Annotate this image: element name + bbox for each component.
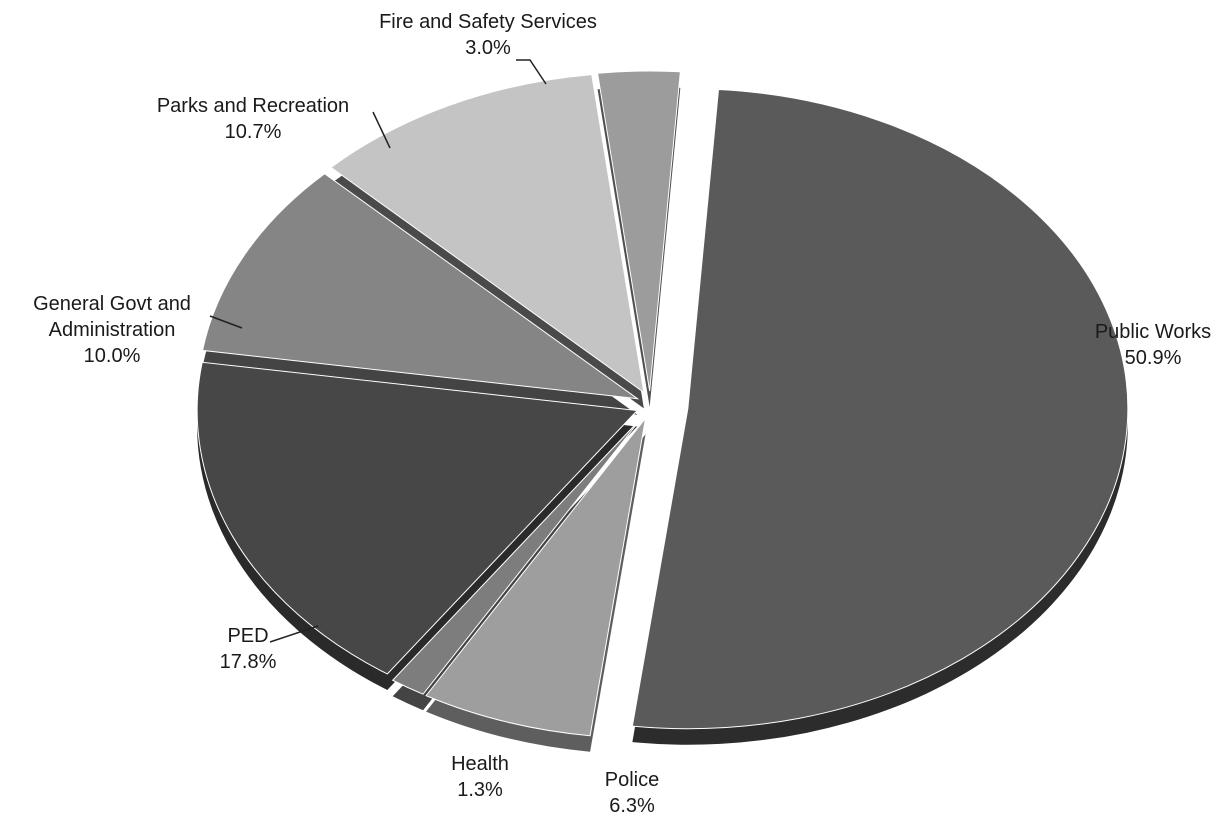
pie-slice — [631, 88, 1129, 730]
slice-name: Parks and Recreation — [157, 95, 349, 117]
slice-label: Police 6.3% — [605, 769, 659, 817]
slice-name: PED — [227, 625, 268, 647]
pie-slice — [425, 417, 647, 737]
pie-slice — [391, 416, 643, 695]
slice-tops — [196, 70, 1129, 737]
pie-slice — [596, 70, 681, 392]
slice-label: PED 17.8% — [220, 625, 277, 673]
pie-slice — [330, 74, 645, 394]
slice-value: 6.3% — [609, 795, 655, 817]
slice-name: Police — [605, 769, 659, 791]
slice-value: 17.8% — [220, 651, 277, 673]
slice-value: 50.9% — [1125, 347, 1182, 369]
slice-label: Parks and Recreation 10.7% — [157, 95, 349, 143]
slice-label: Public Works 50.9% — [1095, 321, 1211, 369]
slice-name: Health — [451, 753, 509, 775]
slice-value: 10.0% — [84, 345, 141, 367]
slice-name: General Govt and — [33, 293, 191, 315]
slice-label: Health 1.3% — [451, 753, 509, 801]
leader-lines — [209, 59, 547, 643]
leader-line — [209, 315, 243, 329]
slice-name: Public Works — [1095, 321, 1211, 343]
leader-line — [516, 59, 547, 85]
slice-value: 10.7% — [225, 121, 282, 143]
slice-label: General Govt and Administration 10.0% — [33, 293, 191, 367]
pie-slice — [201, 173, 640, 400]
pie-slice — [196, 361, 639, 675]
slice-label: Fire and Safety Services 3.0% — [379, 11, 597, 59]
leader-line — [269, 625, 319, 643]
slice-value: 3.0% — [465, 37, 511, 59]
slice-labels: Public Works 50.9% Police 6.3% Health 1.3% PED… — [33, 11, 1211, 817]
slice-name: Administration — [49, 319, 176, 341]
slice-value: 1.3% — [457, 779, 503, 801]
leader-line — [372, 111, 391, 149]
slice-name: Fire and Safety Services — [379, 11, 597, 33]
